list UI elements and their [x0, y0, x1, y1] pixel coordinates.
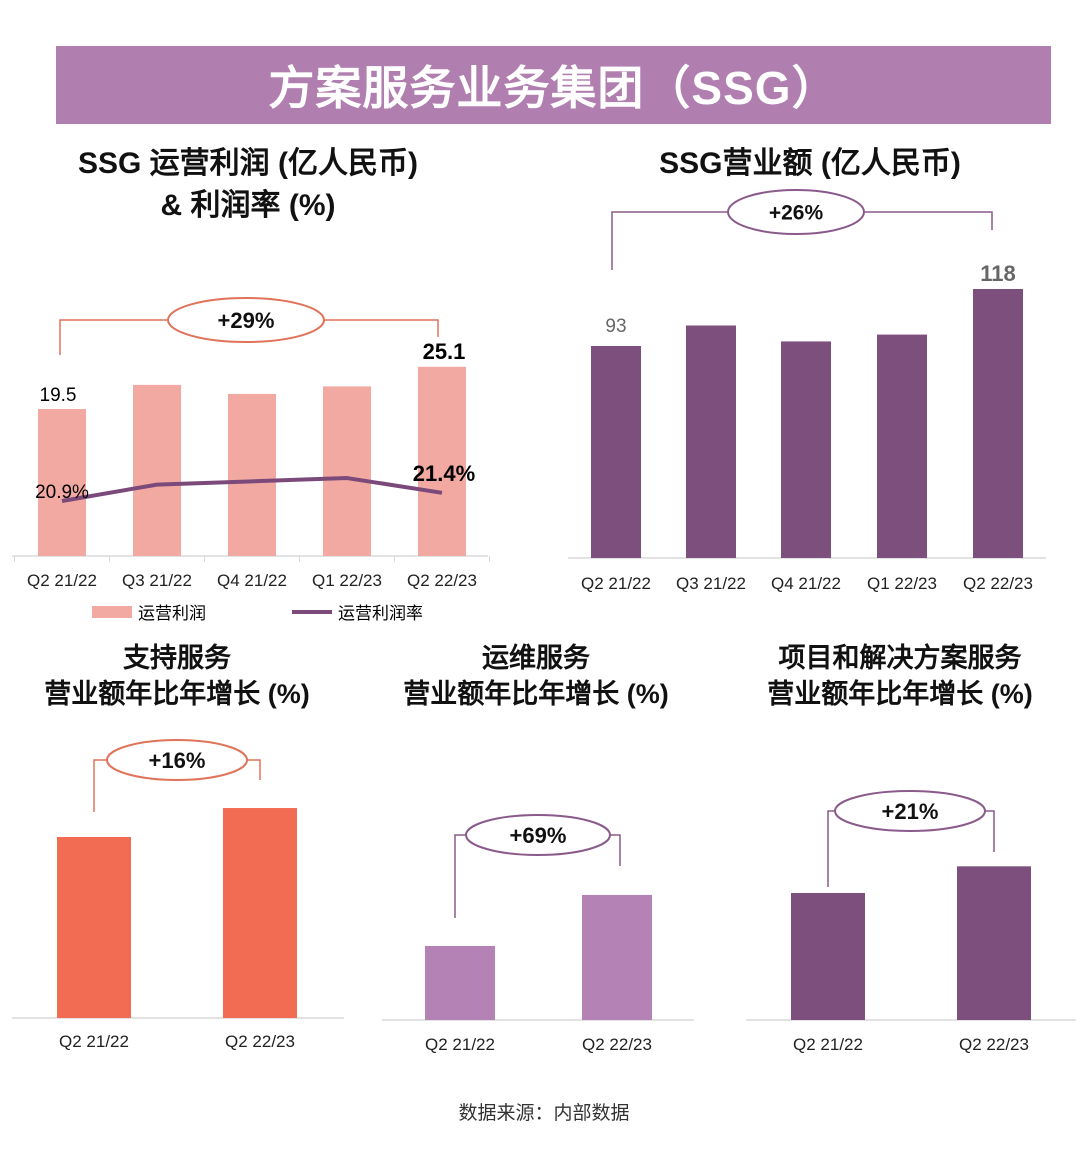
banner-title: 方案服务业务集团（SSG）	[56, 46, 1051, 124]
support-bar	[57, 837, 131, 1018]
support-growth-label: +16%	[149, 748, 206, 773]
profit-title-line2: & 利润率 (%)	[160, 189, 336, 222]
profit-bracket-right	[324, 319, 439, 337]
margin-value-label: 20.9%	[35, 482, 89, 503]
ops-bracket-right	[610, 834, 621, 866]
support-x-tick-label: Q2 21/22	[59, 1032, 129, 1051]
legend-label-margin: 运营利润率	[338, 604, 423, 623]
revenue-growth-ellipse	[727, 189, 865, 235]
support-bracket-left	[93, 759, 107, 812]
profit-chart-title: SSG 运营利润 (亿人民币) & 利润率 (%)	[78, 143, 418, 227]
ops-title-line1: 运维服务	[482, 643, 590, 673]
profit-value-label: 19.5	[40, 385, 77, 406]
project-bar	[791, 893, 865, 1020]
revenue-bar	[591, 346, 641, 558]
revenue-x-tick-label: Q4 21/22	[771, 574, 841, 593]
project-title-line1: 项目和解决方案服务	[778, 643, 1022, 673]
profit-bar	[323, 386, 371, 556]
profit-bracket-left	[59, 319, 168, 355]
project-bracket-right	[985, 810, 995, 852]
ops-title-line2: 营业额年比年增长 (%)	[403, 679, 669, 709]
support-title-line2: 营业额年比年增长 (%)	[44, 679, 310, 709]
support-bar	[223, 808, 297, 1018]
ops-bracket-left	[454, 834, 466, 918]
revenue-value-label: 93	[605, 316, 626, 337]
ops-x-tick-label: Q2 21/22	[425, 1035, 495, 1054]
revenue-bar	[877, 334, 927, 558]
profit-x-tick-label: Q4 21/22	[217, 571, 287, 590]
ops-growth-ellipse	[465, 814, 611, 856]
profit-bar	[133, 384, 181, 556]
project-title-line2: 营业额年比年增长 (%)	[767, 679, 1033, 709]
ops-chart-title: 运维服务 营业额年比年增长 (%)	[403, 640, 669, 712]
revenue-bar	[781, 341, 831, 558]
profit-x-tick-label: Q2 22/23	[407, 571, 477, 590]
profit-bar	[418, 366, 466, 556]
project-bar	[957, 866, 1031, 1020]
revenue-growth-label: +26%	[769, 202, 824, 225]
revenue-bar	[973, 289, 1023, 558]
profit-growth-ellipse	[167, 297, 325, 343]
revenue-bracket-left	[611, 211, 728, 270]
revenue-x-tick-label: Q3 21/22	[676, 574, 746, 593]
margin-line	[61, 476, 443, 503]
profit-growth-label: +29%	[218, 308, 275, 333]
ops-bar	[582, 894, 652, 1020]
project-growth-ellipse	[834, 790, 986, 832]
profit-bar	[38, 409, 86, 556]
revenue-bracket-right	[864, 211, 993, 230]
data-source-note: 数据来源：内部数据	[458, 1103, 630, 1124]
revenue-x-tick-label: Q1 22/23	[867, 574, 937, 593]
margin-value-label: 21.4%	[413, 461, 475, 486]
revenue-bar	[686, 325, 736, 558]
project-x-tick-label: Q2 22/23	[959, 1035, 1029, 1054]
project-chart-title: 项目和解决方案服务 营业额年比年增长 (%)	[767, 640, 1033, 712]
profit-value-label: 25.1	[423, 339, 466, 364]
legend-swatch-profit	[92, 606, 132, 618]
ops-bar	[425, 946, 495, 1020]
support-chart-title: 支持服务 营业额年比年增长 (%)	[44, 640, 310, 712]
profit-title-line1: SSG 运营利润 (亿人民币)	[77, 147, 419, 180]
legend-label-profit: 运营利润	[138, 604, 206, 623]
project-x-tick-label: Q2 21/22	[793, 1035, 863, 1054]
profit-x-tick-label: Q2 21/22	[27, 571, 97, 590]
support-x-tick-label: Q2 22/23	[225, 1032, 295, 1051]
support-growth-ellipse	[106, 739, 248, 781]
revenue-x-tick-label: Q2 22/23	[963, 574, 1033, 593]
profit-x-tick-label: Q3 21/22	[122, 571, 192, 590]
support-bracket-right	[247, 759, 261, 780]
profit-x-tick-label: Q1 22/23	[312, 571, 382, 590]
project-bracket-left	[827, 810, 835, 887]
project-growth-label: +21%	[882, 799, 939, 824]
ops-x-tick-label: Q2 22/23	[582, 1035, 652, 1054]
support-title-line1: 支持服务	[123, 643, 231, 673]
revenue-x-tick-label: Q2 21/22	[581, 574, 651, 593]
revenue-value-label: 118	[980, 261, 1016, 286]
revenue-chart-title: SSG营业额 (亿人民币)	[659, 147, 961, 180]
profit-bar	[228, 393, 276, 556]
ops-growth-label: +69%	[510, 823, 567, 848]
